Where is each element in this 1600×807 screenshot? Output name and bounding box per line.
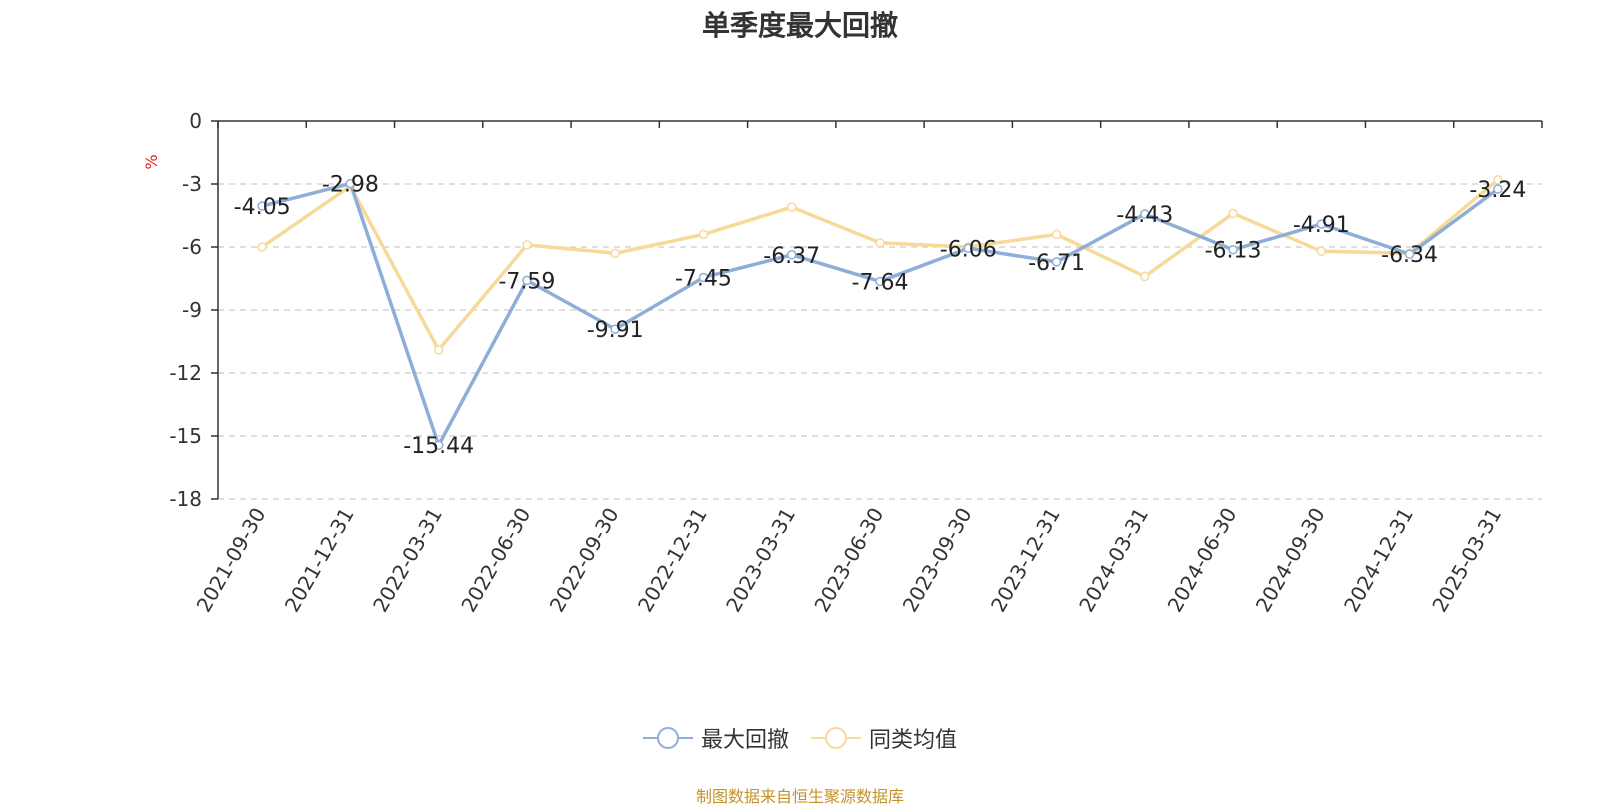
data-label: -9.91: [587, 318, 644, 343]
y-tick-label: 0: [189, 109, 202, 133]
data-label: -6.71: [1028, 251, 1085, 276]
data-label: -7.45: [675, 266, 732, 291]
data-point-category-average: [698, 229, 709, 240]
data-point-max-drawdown: [1140, 209, 1150, 219]
data-point-category-average: [522, 240, 532, 250]
data-point-max-drawdown: [1493, 184, 1503, 194]
data-point-category-average: [1140, 271, 1150, 282]
legend-marker-max-drawdown-icon: [642, 727, 693, 749]
x-tick-label: 2024-03-31: [1074, 504, 1153, 617]
data-label: -6.37: [763, 244, 820, 269]
data-label: -6.13: [1205, 239, 1262, 264]
data-point-max-drawdown: [1228, 244, 1238, 255]
chart-title: 单季度最大回撤: [701, 9, 898, 42]
y-tick-label: -3: [182, 172, 202, 196]
data-point-category-average: [257, 242, 267, 252]
data-point-max-drawdown: [1404, 249, 1415, 259]
legend-label-max-drawdown: 最大回撤: [700, 728, 789, 753]
data-point-max-drawdown: [1316, 219, 1327, 229]
x-tick-label: 2023-06-30: [809, 504, 888, 617]
y-tick-label: -9: [182, 298, 202, 322]
y-tick-label: -6: [182, 235, 202, 259]
data-label: -7.59: [498, 269, 555, 294]
y-tick-label: -15: [169, 424, 202, 448]
x-tick-label: 2021-09-30: [192, 504, 271, 617]
data-label: -4.05: [234, 195, 291, 220]
x-tick-label: 2024-09-30: [1251, 504, 1330, 617]
x-tick-label: 2025-03-31: [1427, 504, 1506, 617]
x-tick-label: 2022-09-30: [545, 504, 624, 617]
data-point-category-average: [1493, 175, 1503, 185]
data-point-category-average: [610, 248, 620, 259]
x-tick-label: 2024-06-30: [1162, 504, 1241, 617]
data-point-category-average: [1316, 246, 1327, 256]
x-tick-label: 2023-03-31: [721, 504, 800, 617]
y-tick-label: -18: [169, 487, 202, 511]
data-label: -6.06: [940, 237, 997, 262]
legend-item-category-average[interactable]: 同类均值: [811, 722, 957, 754]
data-point-max-drawdown: [610, 324, 620, 334]
data-labels: -4.05 -2.98 -15.44 -7.59 -9.91 -7.45 -6.37 -7.6…: [234, 173, 1527, 460]
data-point-max-drawdown: [1051, 257, 1062, 267]
x-tick-label: 2023-09-30: [898, 503, 977, 616]
x-tick-label: 2024-12-31: [1339, 504, 1418, 617]
x-tick-label: 2022-12-31: [633, 504, 712, 617]
data-label: -6.34: [1381, 243, 1438, 268]
data-point-category-average: [433, 345, 444, 355]
data-label: -4.43: [1116, 203, 1173, 228]
y-axis-label: %: [142, 154, 161, 169]
legend-label-category-average: 同类均值: [869, 728, 958, 753]
data-point-max-drawdown: [786, 250, 797, 260]
data-point-max-drawdown: [345, 178, 356, 189]
legend-item-max-drawdown[interactable]: 最大回撤: [642, 722, 789, 754]
data-point-category-average: [1228, 208, 1238, 219]
data-label: -4.91: [1293, 213, 1350, 238]
legend-marker-category-average-icon: [811, 727, 861, 749]
data-point-max-drawdown: [433, 440, 444, 450]
legend: 最大回撤 同类均值: [0, 722, 1600, 754]
x-tick-label: 2022-06-30: [456, 504, 535, 617]
y-tick-label: -12: [169, 361, 202, 385]
series-line-category-average: [261, 178, 1499, 352]
x-tick-label: 2021-12-31: [280, 504, 359, 617]
source-note: 制图数据来自恒生聚源数据库: [695, 787, 904, 806]
data-point-max-drawdown: [257, 201, 267, 211]
data-point-max-drawdown: [522, 275, 532, 286]
data-label: -15.44: [403, 434, 474, 459]
data-label: -2.98: [322, 173, 379, 198]
data-label: -3.24: [1469, 178, 1526, 203]
data-point-category-average: [875, 238, 885, 248]
x-tick-label: 2022-03-31: [368, 503, 447, 616]
data-point-max-drawdown: [698, 272, 709, 283]
data-point-category-average: [1051, 229, 1062, 240]
x-tick-label: 2023-12-31: [986, 504, 1065, 617]
data-point-max-drawdown: [963, 243, 974, 254]
series: [257, 175, 1503, 450]
data-point-category-average: [786, 202, 797, 212]
data-label: -7.64: [852, 270, 909, 295]
data-point-max-drawdown: [875, 276, 885, 287]
